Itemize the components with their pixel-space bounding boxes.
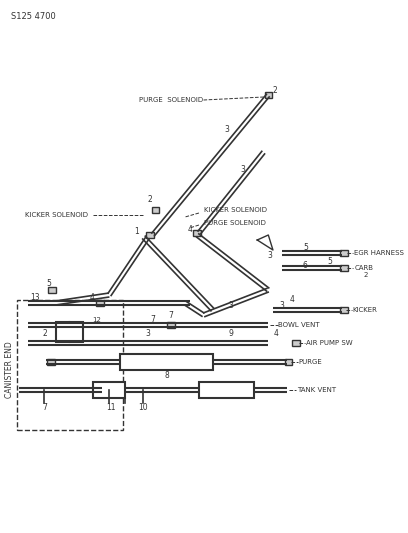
Bar xyxy=(167,322,175,328)
Text: BOWL VENT: BOWL VENT xyxy=(279,322,320,328)
Text: AIR PUMP SW: AIR PUMP SW xyxy=(306,340,353,346)
Text: 5: 5 xyxy=(327,257,332,266)
Bar xyxy=(193,230,201,236)
Text: 5: 5 xyxy=(303,244,308,253)
Bar xyxy=(120,354,213,370)
Bar xyxy=(341,265,348,271)
Text: 7: 7 xyxy=(169,311,174,319)
Text: 6: 6 xyxy=(303,261,308,270)
Text: 4: 4 xyxy=(187,225,192,235)
Text: 11: 11 xyxy=(106,403,116,413)
Text: 4: 4 xyxy=(90,294,95,303)
Bar xyxy=(93,382,125,398)
Text: 4: 4 xyxy=(290,295,295,304)
Bar xyxy=(17,300,123,430)
Text: KICKER SOLENOID: KICKER SOLENOID xyxy=(204,207,266,213)
Text: EGR HARNESS: EGR HARNESS xyxy=(355,250,404,256)
Text: 7: 7 xyxy=(150,316,155,325)
Text: TANK VENT: TANK VENT xyxy=(297,387,336,393)
Text: 3: 3 xyxy=(146,328,151,337)
Text: PURGE: PURGE xyxy=(299,359,323,365)
Text: 2: 2 xyxy=(148,196,152,205)
Text: KICKER SOLENOID: KICKER SOLENOID xyxy=(25,212,88,218)
Bar xyxy=(152,207,159,213)
Text: 2: 2 xyxy=(42,328,47,337)
Text: 4: 4 xyxy=(273,328,278,337)
Text: 5: 5 xyxy=(47,279,51,287)
Text: 2: 2 xyxy=(363,272,368,278)
Bar xyxy=(55,322,83,342)
Text: 1: 1 xyxy=(135,228,139,237)
Bar xyxy=(146,232,153,238)
Text: PURGE SOLENOID: PURGE SOLENOID xyxy=(204,220,266,226)
Text: S125 4700: S125 4700 xyxy=(11,12,56,21)
Text: 13: 13 xyxy=(30,294,40,303)
Text: 8: 8 xyxy=(164,370,169,379)
Text: 3: 3 xyxy=(280,301,285,310)
Text: CANISTER END: CANISTER END xyxy=(5,342,14,398)
Text: 10: 10 xyxy=(139,403,148,413)
Bar xyxy=(341,250,348,256)
Bar xyxy=(47,359,55,365)
Bar xyxy=(293,340,300,346)
Bar xyxy=(285,359,293,365)
Text: 12: 12 xyxy=(92,317,101,323)
Text: 3: 3 xyxy=(229,301,234,310)
Text: 3: 3 xyxy=(268,251,273,260)
Bar xyxy=(265,92,272,98)
Text: 3: 3 xyxy=(240,166,245,174)
Text: CARB: CARB xyxy=(355,265,373,271)
Text: 9: 9 xyxy=(229,328,234,337)
Bar xyxy=(341,307,348,313)
Circle shape xyxy=(63,325,76,339)
Text: 3: 3 xyxy=(224,125,229,134)
Text: 2: 2 xyxy=(272,86,277,95)
Bar xyxy=(199,382,255,398)
Text: 7: 7 xyxy=(42,403,47,413)
Bar xyxy=(48,287,55,293)
Bar xyxy=(96,300,104,306)
Text: PURGE  SOLENOID: PURGE SOLENOID xyxy=(139,97,203,103)
Text: KICKER: KICKER xyxy=(353,307,377,313)
